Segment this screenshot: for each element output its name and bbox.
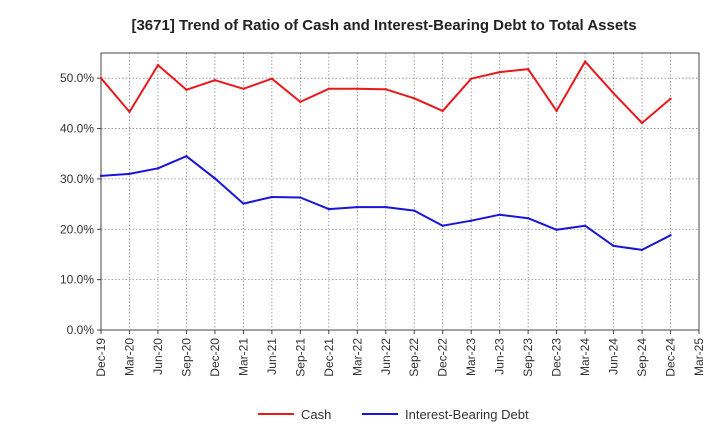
x-tick-label: Dec-22 [436, 338, 450, 377]
data-point [99, 76, 103, 80]
data-point [669, 97, 672, 101]
y-tick-label: 10.0% [60, 273, 94, 287]
data-point [441, 109, 444, 113]
data-point [583, 224, 587, 227]
data-point [242, 87, 245, 90]
data-point [469, 219, 473, 222]
data-point [583, 60, 587, 63]
y-tick-label: 40.0% [60, 122, 94, 136]
data-point [441, 224, 444, 227]
data-point [128, 172, 131, 176]
x-tick-label: Mar-21 [236, 338, 250, 376]
data-point [128, 110, 131, 114]
x-tick-label: Sep-24 [635, 338, 649, 377]
x-tick-label: Jun-23 [493, 338, 507, 375]
series-layer [99, 60, 672, 252]
x-tick-label: Jun-20 [151, 338, 165, 375]
data-point [213, 78, 217, 82]
data-point [469, 77, 473, 80]
legend: Cash Interest-Bearing Debt [258, 407, 529, 422]
y-tick-label: 20.0% [60, 222, 94, 236]
data-point [356, 87, 359, 90]
data-point [99, 174, 103, 178]
x-tick-label: Jun-21 [265, 338, 279, 375]
x-tick-label: Mar-23 [464, 338, 478, 376]
x-tick-label: Mar-20 [122, 338, 136, 376]
data-point [270, 195, 274, 199]
legend-label: Cash [301, 407, 331, 422]
x-tick-label: Sep-20 [179, 338, 193, 377]
data-point [526, 67, 530, 71]
data-point [299, 100, 302, 104]
data-point [555, 109, 558, 113]
data-point [612, 244, 615, 248]
data-point [612, 92, 615, 95]
x-tick-label: Dec-23 [550, 338, 564, 377]
plot-area [100, 52, 700, 331]
data-point [555, 228, 558, 231]
data-point [327, 207, 331, 211]
x-tick-label: Sep-23 [521, 338, 535, 377]
legend-label: Interest-Bearing Debt [405, 407, 529, 422]
data-point [185, 155, 188, 158]
y-tick-label: 50.0% [60, 71, 94, 85]
y-axis: 0.0% 10.0% 20.0% 30.0% 40.0% 50.0% [60, 71, 101, 337]
data-point [299, 196, 302, 199]
data-point [185, 88, 188, 91]
data-point [213, 177, 217, 180]
x-tick-label: Dec-20 [208, 338, 222, 377]
data-point [669, 234, 672, 237]
data-point [640, 121, 644, 125]
x-tick-label: Sep-21 [293, 338, 307, 377]
x-tick-label: Mar-22 [350, 338, 364, 376]
data-point [242, 202, 245, 205]
data-point [526, 216, 530, 220]
data-point [384, 205, 387, 209]
chart-title: [3671] Trend of Ratio of Cash and Intere… [131, 17, 636, 34]
y-tick-label: 30.0% [60, 172, 94, 186]
x-tick-label: Sep-22 [407, 338, 421, 377]
data-point [356, 205, 359, 209]
x-tick-label: Jun-24 [607, 338, 621, 375]
data-point [498, 213, 501, 216]
x-tick-label: Mar-25 [692, 338, 706, 376]
data-point [413, 209, 416, 212]
x-axis: Dec-19 Mar-20 Jun-20 Sep-20 Dec-20 Mar-21 Jun-… [94, 330, 706, 377]
data-point [156, 167, 160, 170]
x-tick-label: Dec-24 [664, 338, 678, 377]
data-point [327, 87, 331, 90]
y-tick-label: 0.0% [67, 323, 95, 337]
data-point [640, 248, 644, 252]
data-point [498, 70, 501, 74]
data-point [413, 97, 416, 100]
data-point [270, 77, 274, 80]
x-tick-label: Jun-22 [379, 338, 393, 375]
data-point [384, 88, 387, 91]
x-tick-label: Dec-19 [94, 338, 108, 377]
x-tick-label: Dec-21 [322, 338, 336, 377]
data-point [156, 63, 160, 67]
x-tick-label: Mar-24 [578, 338, 592, 376]
